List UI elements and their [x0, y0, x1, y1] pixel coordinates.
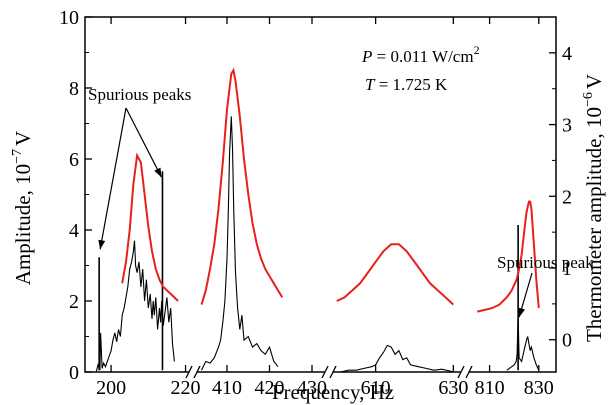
amplitude-series-line — [200, 67, 284, 305]
temperature-annotation: T = 1.725 K — [365, 75, 448, 94]
thermometer-series-line — [95, 240, 175, 373]
annotation-arrow — [99, 107, 127, 250]
axis-break-gap — [189, 366, 197, 378]
axis-break-mark — [465, 365, 473, 379]
y-axis-left-title: Amplitude, 10−7V — [10, 131, 35, 285]
x-tick-label: 220 — [171, 377, 201, 399]
amplitude-series-line — [336, 243, 454, 306]
thermometer-series-line — [201, 116, 279, 371]
y-left-tick-label: 0 — [69, 362, 79, 384]
axis-breaks — [185, 365, 473, 379]
y-left-tick-label: 4 — [69, 220, 79, 242]
y-right-tick-label: 0 — [562, 330, 572, 352]
axis-break-mark — [329, 365, 337, 379]
axis-break-mark — [193, 365, 201, 379]
y-right-tick-label: 3 — [562, 115, 572, 137]
annotation-arrows — [98, 107, 533, 318]
plot-frame — [84, 16, 557, 373]
y-right-tick-label: 4 — [562, 43, 572, 65]
x-tick-label: 810 — [475, 377, 505, 399]
axis-break-gap — [325, 366, 333, 378]
spurious-peaks-label: Spurious peaks — [88, 85, 191, 104]
axis-break-mark — [457, 365, 465, 379]
y-left-tick-label: 8 — [69, 78, 79, 100]
amplitude-series-line — [121, 152, 179, 302]
spurious-peak-label: Spurious peak — [497, 253, 594, 272]
x-tick-label: 430 — [297, 377, 327, 399]
power-annotation: P = 0.011 W/cm2 — [361, 43, 480, 66]
thermometer-series-line — [506, 315, 540, 371]
y-left-tick-label: 6 — [69, 149, 79, 171]
y-axis-right-title: Thermometer amplitude, 10−6V — [581, 74, 606, 342]
plot-area — [84, 16, 557, 373]
thermometer-series-line — [340, 344, 454, 373]
y-right-tick-label: 2 — [562, 186, 572, 208]
annotation-arrowhead — [518, 307, 525, 318]
x-axis-title: Frequency, Hz — [272, 380, 394, 404]
annotation-arrow — [125, 107, 162, 178]
x-tick-label: 630 — [438, 377, 468, 399]
y-left-tick-label: 10 — [59, 7, 79, 29]
axis-break-mark — [321, 365, 329, 379]
annotation-arrowhead — [98, 239, 106, 250]
y-left-tick-label: 2 — [69, 291, 79, 313]
x-tick-label: 830 — [524, 377, 554, 399]
amplitude-series-line — [477, 200, 540, 313]
x-tick-label: 200 — [96, 377, 126, 399]
axis-break-gap — [461, 366, 469, 378]
x-tick-label: 410 — [212, 377, 242, 399]
y-right-tick-label: 1 — [562, 258, 572, 280]
x-tick-label: 420 — [255, 377, 285, 399]
annotation-arrowhead — [154, 167, 162, 178]
x-tick-label: 610 — [361, 377, 391, 399]
axis-break-mark — [185, 365, 193, 379]
